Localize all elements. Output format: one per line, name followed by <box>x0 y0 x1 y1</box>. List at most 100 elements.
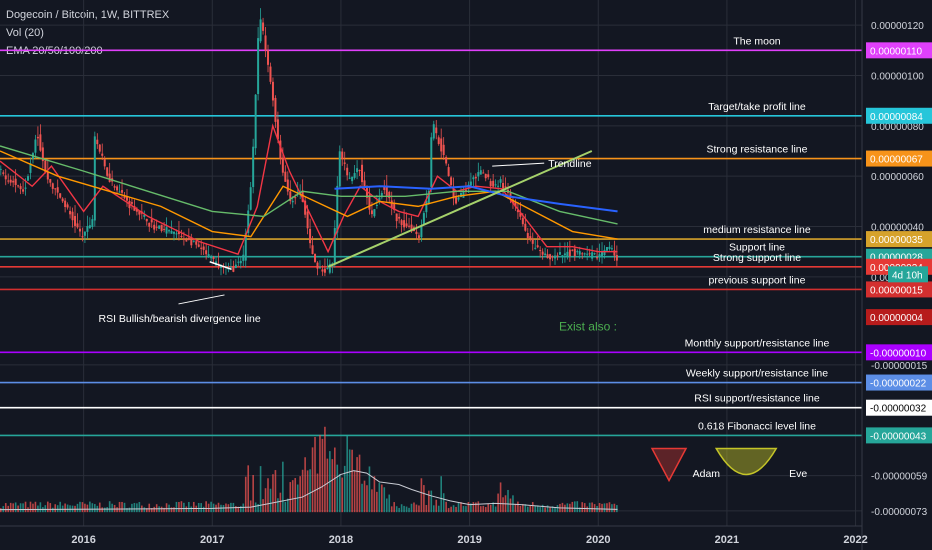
volume-bar <box>336 464 339 513</box>
candle-body <box>22 189 25 192</box>
candle-body <box>549 254 552 260</box>
volume-bar <box>415 504 418 513</box>
volume-bar <box>39 502 42 513</box>
volume-bar <box>17 505 19 513</box>
candle-body <box>304 200 307 215</box>
candle-body <box>405 223 408 227</box>
volume-bar <box>197 503 200 513</box>
horizontal-line-label: Target/take profit line <box>708 101 806 113</box>
volume-bar <box>14 502 17 513</box>
volume-bar <box>526 506 529 513</box>
volume-bar <box>37 505 39 513</box>
candle-body <box>234 264 237 269</box>
candle-body <box>450 177 453 185</box>
volume-bar <box>457 502 460 513</box>
volume-bar <box>492 502 494 513</box>
y-tick-label: 0.00000060 <box>871 172 924 183</box>
divergence-line <box>209 261 232 271</box>
volume-bar <box>89 501 91 513</box>
candle-body <box>264 35 267 51</box>
candle-body <box>388 191 391 199</box>
candle-body <box>39 134 42 151</box>
candle-body <box>356 168 359 173</box>
volume-ma-line <box>0 470 618 511</box>
candle-body <box>113 186 116 188</box>
candle-body <box>499 179 502 183</box>
candle-body <box>462 190 465 198</box>
price-badge-label: 0.00000067 <box>870 155 923 166</box>
volume-bar <box>334 447 336 513</box>
candle-body <box>83 231 86 236</box>
volume-bar <box>279 492 282 513</box>
volume-bar <box>400 504 403 513</box>
volume-bar <box>420 478 423 513</box>
candle-body <box>541 251 544 255</box>
volume-bar <box>475 502 477 513</box>
candle-body <box>267 50 270 65</box>
volume-bar <box>136 503 138 513</box>
volume-bar <box>606 503 608 513</box>
volume-bar <box>309 469 311 513</box>
volume-bar <box>331 459 334 513</box>
horizontal-line-label: Support line <box>729 242 785 254</box>
volume-bar <box>368 466 371 513</box>
candle-body <box>479 170 482 175</box>
volume-bar <box>408 507 410 513</box>
candle-body <box>158 225 161 229</box>
candle-body <box>368 194 371 210</box>
candle-body <box>558 252 561 255</box>
volume-bar <box>19 503 22 513</box>
volume-bar <box>598 503 601 513</box>
price-badge-label: 0.00000028 <box>870 253 923 264</box>
y-tick-label: -0.00000015 <box>871 361 928 372</box>
volume-bar <box>484 507 487 513</box>
volume-bar <box>343 465 346 513</box>
candle-body <box>135 208 138 212</box>
volume-bar <box>507 489 509 513</box>
volume-bar <box>200 503 203 513</box>
volume-bar <box>376 491 378 513</box>
candle-body <box>244 233 247 261</box>
volume-bar <box>514 503 517 513</box>
horizontal-line-label: RSI support/resistance line <box>694 393 820 405</box>
candle-body <box>116 186 119 191</box>
volume-bar <box>361 483 363 513</box>
volume-bar <box>440 476 443 513</box>
volume-bar <box>578 507 581 513</box>
adam-pattern-icon <box>650 447 688 483</box>
volume-bar <box>462 505 465 513</box>
candle-body <box>153 224 156 230</box>
candle-body <box>133 206 136 211</box>
volume-bar <box>103 507 106 513</box>
candle-body <box>121 190 124 193</box>
candle-body <box>207 254 210 257</box>
volume-bar <box>583 503 586 513</box>
volume-bar <box>536 505 539 513</box>
y-tick-label: -0.00000059 <box>871 472 928 483</box>
candle-body <box>242 254 245 261</box>
volume-bar <box>413 502 415 513</box>
horizontal-line-label: Monthly support/resistance line <box>685 337 830 349</box>
volume-bar <box>371 489 373 513</box>
candle-body <box>422 213 425 225</box>
candle-body <box>326 268 329 270</box>
ema-line-ema100 <box>0 145 618 225</box>
volume-bar <box>121 501 123 513</box>
candle-body <box>514 201 517 207</box>
eve-label: Eve <box>789 468 807 480</box>
volume-indicator-label[interactable]: Vol (20) <box>6 27 44 39</box>
candle-body <box>2 172 5 174</box>
eve-pattern-icon <box>714 447 778 476</box>
candle-body <box>437 137 440 144</box>
candle-body <box>531 239 534 244</box>
price-badge <box>866 42 932 59</box>
volume-bar <box>450 506 452 513</box>
candle-body <box>78 228 81 232</box>
volume-bar <box>608 502 611 513</box>
ema-line-ema20 <box>0 123 618 256</box>
candle-body <box>586 253 589 255</box>
trendline-line <box>327 150 593 268</box>
volume-bar <box>571 501 574 513</box>
candle-body <box>262 22 265 31</box>
